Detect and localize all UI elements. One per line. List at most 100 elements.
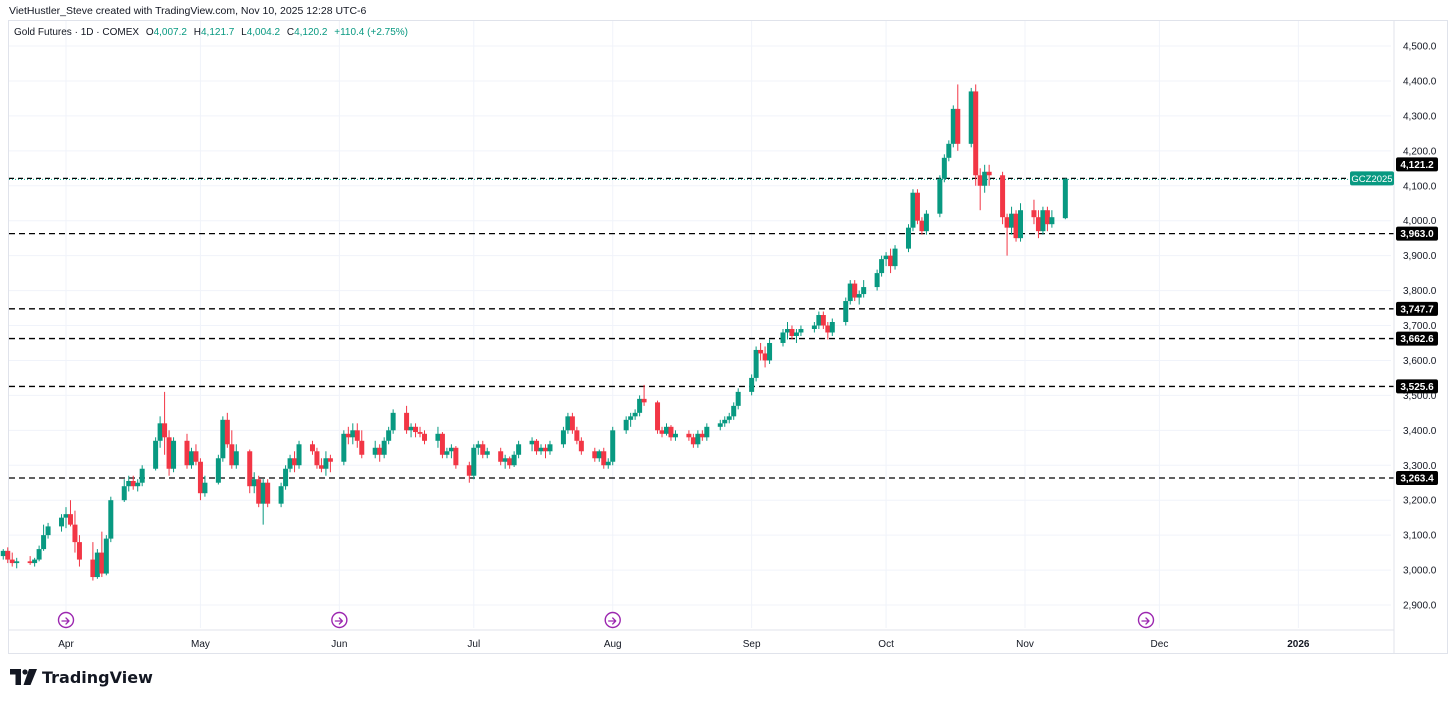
candle[interactable]	[655, 400, 661, 434]
candle[interactable]	[139, 465, 145, 487]
candle[interactable]	[659, 426, 665, 438]
candle[interactable]	[632, 409, 638, 420]
candle[interactable]	[717, 419, 723, 431]
candle[interactable]	[27, 556, 33, 565]
candle[interactable]	[753, 346, 759, 382]
candle[interactable]	[422, 430, 428, 445]
candle[interactable]	[950, 105, 956, 148]
candle[interactable]	[722, 416, 728, 427]
candle[interactable]	[377, 444, 383, 462]
candle[interactable]	[292, 451, 298, 473]
candle[interactable]	[247, 449, 253, 494]
candle[interactable]	[973, 84, 979, 186]
candle[interactable]	[283, 465, 289, 490]
candle[interactable]	[784, 322, 790, 340]
candle[interactable]	[130, 475, 136, 490]
candle[interactable]	[41, 524, 47, 551]
candle[interactable]	[323, 451, 329, 476]
candle[interactable]	[982, 164, 988, 193]
candle[interactable]	[215, 454, 221, 485]
candle[interactable]	[251, 472, 257, 494]
candle[interactable]	[861, 280, 867, 298]
candle[interactable]	[32, 557, 38, 567]
candle[interactable]	[789, 325, 795, 340]
candle[interactable]	[14, 557, 20, 569]
candle[interactable]	[417, 426, 423, 438]
candle[interactable]	[793, 328, 799, 343]
candle[interactable]	[197, 458, 203, 501]
candle[interactable]	[1009, 206, 1015, 235]
candle[interactable]	[1000, 171, 1006, 225]
candle[interactable]	[565, 412, 571, 434]
candle[interactable]	[354, 423, 360, 448]
candle[interactable]	[852, 280, 858, 302]
candle[interactable]	[1040, 206, 1046, 235]
candle[interactable]	[444, 447, 450, 459]
candle[interactable]	[153, 437, 159, 471]
candle[interactable]	[229, 430, 235, 469]
candle[interactable]	[309, 440, 315, 455]
candle[interactable]	[605, 458, 611, 469]
candle[interactable]	[471, 444, 477, 480]
candle[interactable]	[749, 374, 755, 396]
candle[interactable]	[534, 439, 540, 455]
candle[interactable]	[798, 325, 804, 336]
candle[interactable]	[390, 409, 396, 434]
candle[interactable]	[986, 164, 992, 186]
candle[interactable]	[811, 322, 817, 333]
candle[interactable]	[63, 507, 69, 529]
candle[interactable]	[820, 311, 826, 329]
candle[interactable]	[188, 447, 194, 469]
candle[interactable]	[67, 500, 73, 527]
candle[interactable]	[224, 412, 230, 448]
event-markers-layer[interactable]	[57, 611, 1155, 629]
candle[interactable]	[1049, 210, 1055, 228]
candle[interactable]	[36, 545, 42, 562]
candle[interactable]	[502, 454, 508, 469]
candle[interactable]	[162, 391, 168, 455]
candle[interactable]	[874, 269, 880, 291]
candle[interactable]	[516, 440, 522, 459]
candle[interactable]	[847, 280, 853, 305]
candle[interactable]	[892, 245, 898, 270]
candle[interactable]	[108, 496, 114, 543]
candle[interactable]	[735, 388, 741, 410]
candle[interactable]	[439, 432, 445, 459]
candle[interactable]	[480, 440, 486, 459]
candle[interactable]	[762, 346, 768, 368]
candle[interactable]	[350, 423, 356, 445]
candle[interactable]	[780, 328, 786, 347]
candle[interactable]	[9, 552, 15, 567]
candle[interactable]	[695, 430, 701, 448]
candle[interactable]	[103, 535, 109, 576]
candle[interactable]	[265, 479, 271, 508]
candle[interactable]	[977, 168, 983, 211]
candle[interactable]	[345, 426, 351, 445]
candle[interactable]	[592, 447, 598, 462]
candle[interactable]	[202, 475, 208, 497]
candle[interactable]	[910, 189, 916, 232]
candle[interactable]	[1062, 178, 1068, 220]
candle[interactable]	[560, 426, 566, 448]
candle[interactable]	[233, 444, 239, 469]
economic-event-icon[interactable]	[604, 611, 621, 629]
candle[interactable]	[699, 430, 705, 441]
candle[interactable]	[498, 447, 504, 466]
candle[interactable]	[126, 475, 132, 492]
candle[interactable]	[408, 423, 414, 438]
candle[interactable]	[99, 531, 105, 578]
candle[interactable]	[672, 430, 678, 441]
candle[interactable]	[341, 430, 347, 466]
candle[interactable]	[883, 252, 889, 267]
candle[interactable]	[641, 384, 647, 406]
candle[interactable]	[507, 456, 513, 469]
candle[interactable]	[287, 454, 293, 473]
candle[interactable]	[166, 430, 172, 476]
candle[interactable]	[76, 535, 82, 567]
candle[interactable]	[256, 475, 262, 508]
candle[interactable]	[905, 224, 911, 253]
candle[interactable]	[327, 454, 333, 473]
candle[interactable]	[121, 479, 127, 502]
candle[interactable]	[856, 290, 862, 305]
